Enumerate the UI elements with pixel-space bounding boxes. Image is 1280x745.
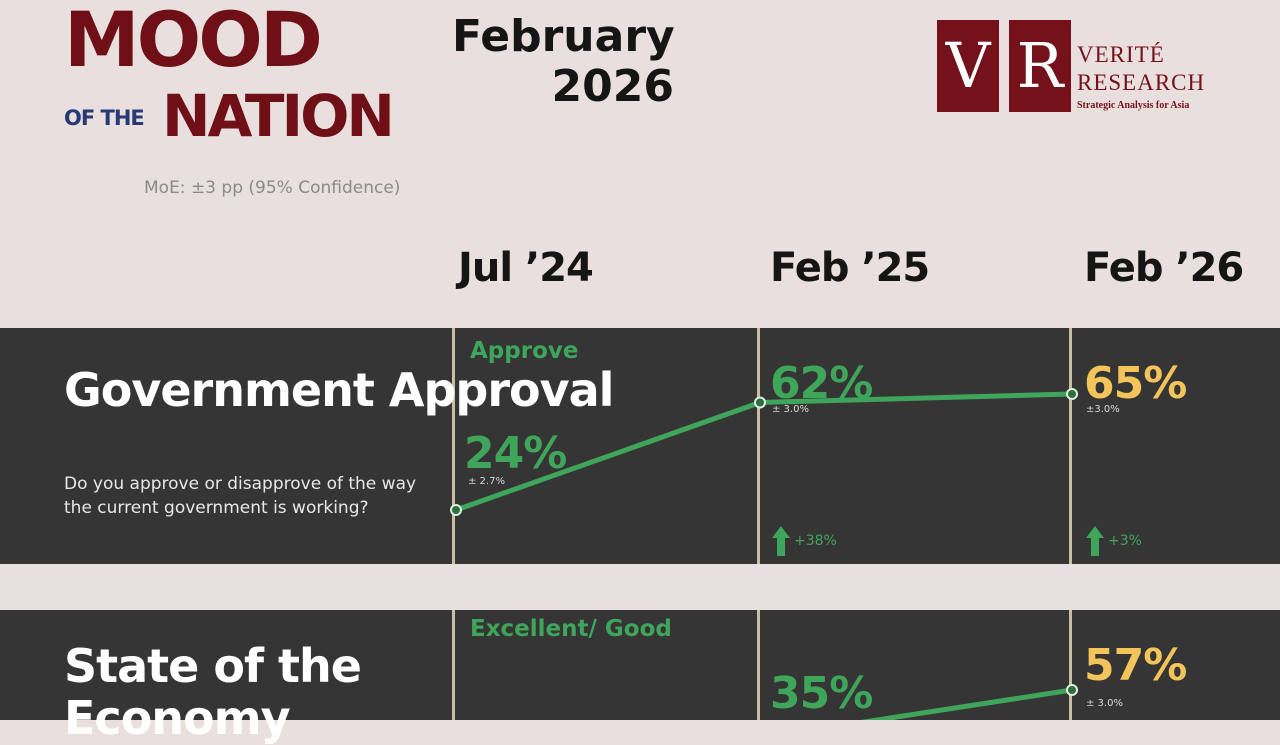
change-value-feb-25: +38%: [794, 533, 837, 549]
report-date-month: February: [452, 11, 675, 62]
series-line-segment: [757, 391, 1075, 405]
series-line-segment: [453, 399, 763, 513]
moe-label-jul-24: ± 2.7%: [468, 476, 505, 487]
change-indicator-feb-25: +38%: [772, 526, 837, 556]
panel-title-government-approval: Government Approval: [64, 363, 614, 417]
value-label-feb-26: 57%: [1084, 640, 1187, 691]
data-point-0: [450, 504, 462, 516]
panel-question: Do you approve or disapprove of the way …: [64, 474, 417, 518]
column-header-feb-26: Feb ’26: [1084, 245, 1244, 291]
series-label-approve: Approve: [470, 338, 579, 364]
title-mood: MOOD: [64, 0, 323, 84]
title-of-the: OF THE: [64, 106, 145, 130]
column-header-jul-24: Jul ’24: [458, 245, 594, 291]
value-label-feb-26: 65%: [1084, 358, 1187, 409]
moe-label-feb-25: ± 3.0%: [772, 404, 809, 415]
verite-research-logo: V R VERITÉ RESEARCH Strategic Analysis f…: [937, 20, 1227, 116]
logo-tagline: Strategic Analysis for Asia: [1077, 100, 1190, 111]
column-divider-2: [757, 610, 760, 720]
arrow-up-icon: [772, 526, 790, 556]
report-date: February 2026: [452, 11, 675, 112]
data-point-1: [754, 396, 766, 409]
moe-label-feb-26: ± 3.0%: [1086, 698, 1123, 709]
state-of-economy-panel: State of the Economy Excellent/ Good 35%…: [0, 610, 1280, 744]
government-approval-panel: Government Approval Do you approve or di…: [0, 328, 1280, 564]
column-divider-3: [1069, 328, 1072, 564]
column-header-feb-25: Feb ’25: [770, 245, 930, 291]
logo-letter-r: R: [1009, 20, 1071, 112]
change-value-feb-26: +3%: [1108, 533, 1142, 549]
column-divider-1: [452, 328, 455, 564]
margin-of-error-note: MoE: ±3 pp (95% Confidence): [144, 178, 401, 198]
moe-label-feb-26: ±3.0%: [1086, 404, 1120, 415]
economy-line-chart: [860, 684, 1078, 720]
report-date-year: 2026: [551, 61, 674, 112]
arrow-up-icon: [1086, 526, 1104, 556]
logo-name-line1: VERITÉ: [1077, 42, 1165, 67]
column-divider-1: [452, 610, 455, 720]
value-label-jul-24: 24%: [464, 428, 567, 479]
data-point-2: [1066, 388, 1078, 400]
approval-line-chart: [450, 388, 1078, 516]
data-point-2: [1066, 684, 1078, 696]
column-divider-2: [757, 328, 760, 564]
logo-letter-v: V: [937, 20, 999, 112]
panel-separator: [0, 564, 1280, 610]
series-label-excellent-good: Excellent/ Good: [470, 616, 672, 642]
logo-name-line2: RESEARCH: [1077, 70, 1206, 95]
change-indicator-feb-26: +3%: [1086, 526, 1142, 556]
column-divider-3: [1069, 610, 1072, 720]
series-line-segment: [860, 687, 1075, 720]
value-label-feb-25: 35%: [770, 668, 873, 719]
title-nation: NATION: [162, 82, 395, 150]
